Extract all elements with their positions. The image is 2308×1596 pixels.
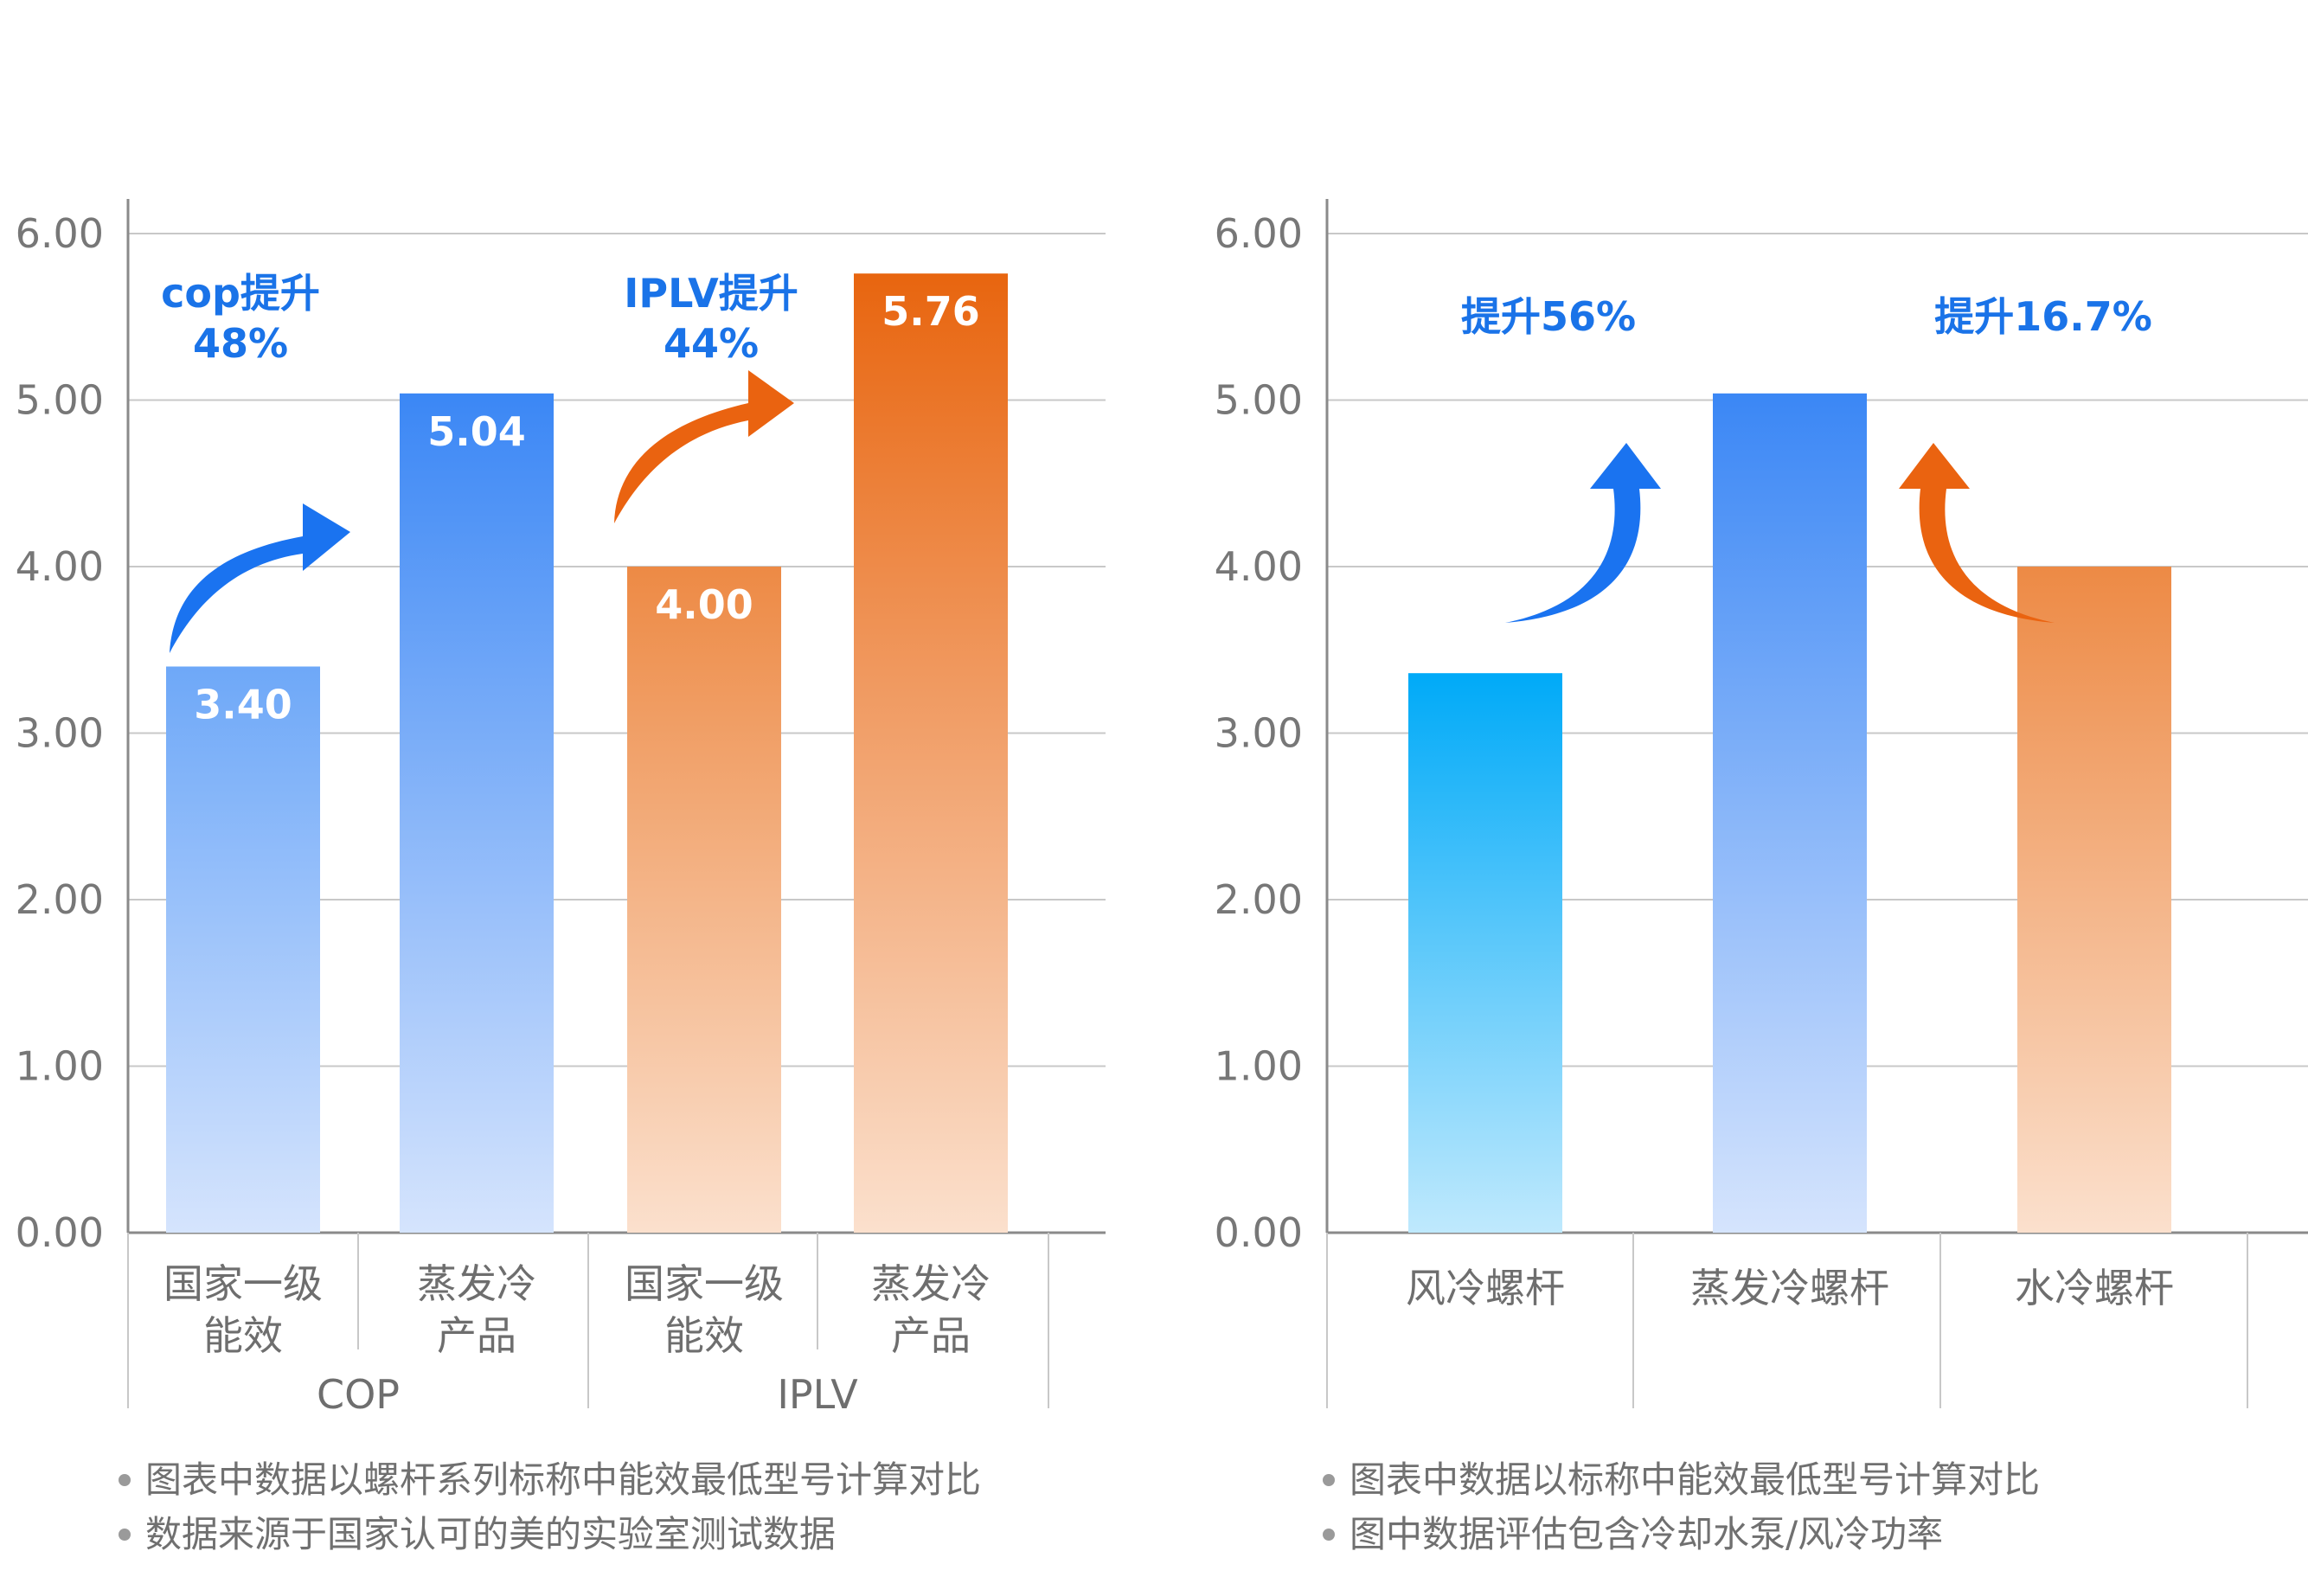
category-label: 产品 xyxy=(437,1312,516,1359)
note-bullet xyxy=(1323,1474,1335,1486)
bar-value-label: 4.00 xyxy=(655,581,753,628)
group-label-iplv: IPLV xyxy=(777,1371,858,1418)
bar-value-label: 5.04 xyxy=(427,408,526,455)
group-label-cop: COP xyxy=(317,1371,400,1418)
right-y-axis-ticks: 0.00 1.00 2.00 3.00 4.00 5.00 6.00 xyxy=(1215,210,1303,1256)
bar-right-0 xyxy=(1408,673,1562,1233)
category-label: 能效 xyxy=(203,1312,283,1359)
category-label: 产品 xyxy=(891,1312,971,1359)
left-tick-label: 5.00 xyxy=(16,377,104,424)
arrow-blue-icon xyxy=(170,503,350,653)
left-tick-label: 4.00 xyxy=(16,543,104,590)
bar-right-1 xyxy=(1713,393,1867,1233)
right-x-axis: 风冷螺杆 蒸发冷螺杆 水冷螺杆 xyxy=(1326,1233,2248,1408)
bar-right-2 xyxy=(2017,567,2171,1233)
right-annotations: 提升56% 提升16.7% xyxy=(1461,293,2152,340)
annotation-56: 提升56% xyxy=(1461,293,1636,340)
right-tick-label: 4.00 xyxy=(1215,543,1303,590)
category-label: 蒸发冷 xyxy=(417,1260,536,1307)
right-tick-label: 3.00 xyxy=(1215,710,1303,757)
category-label: 蒸发冷螺杆 xyxy=(1690,1265,1889,1311)
bar-cop-1 xyxy=(400,393,554,1233)
right-tick-label: 0.00 xyxy=(1215,1209,1303,1256)
right-arrows xyxy=(1505,443,2055,623)
category-label: 能效 xyxy=(664,1312,744,1359)
right-note-1: 图表中数据以标称中能效最低型号计算对比 xyxy=(1350,1458,2040,1501)
left-note-1: 图表中数据以螺杆系列标称中能效最低型号计算对比 xyxy=(145,1458,981,1501)
left-annotations: cop提升 48% IPLV提升 44% xyxy=(161,270,798,367)
bar-iplv-1 xyxy=(854,273,1008,1234)
right-tick-label: 2.00 xyxy=(1215,876,1303,923)
annotation-iplv-line2: 44% xyxy=(664,320,759,367)
right-bars xyxy=(1408,393,2171,1233)
left-note-2: 数据来源于国家认可的美的实验室测试数据 xyxy=(145,1513,836,1555)
category-label: 国家一级 xyxy=(625,1260,784,1307)
arrow-orange-icon xyxy=(614,370,794,523)
category-label: 风冷螺杆 xyxy=(1406,1265,1565,1311)
bar-value-label: 5.76 xyxy=(882,288,980,335)
left-tick-label: 6.00 xyxy=(16,210,104,257)
note-bullet xyxy=(119,1474,131,1486)
annotation-iplv-line1: IPLV提升 xyxy=(624,270,798,317)
left-y-axis-ticks: 0.00 1.00 2.00 3.00 4.00 5.00 6.00 xyxy=(16,210,104,1256)
right-tick-label: 5.00 xyxy=(1215,377,1303,424)
category-label: 国家一级 xyxy=(163,1260,323,1307)
bar-value-label: 3.40 xyxy=(194,682,292,728)
annotation-cop-line1: cop提升 xyxy=(161,270,320,317)
left-arrows xyxy=(170,370,794,653)
right-note-2: 图中数据评估包含冷却水泵/风冷功率 xyxy=(1350,1513,1943,1555)
right-notes: 图表中数据以标称中能效最低型号计算对比 图中数据评估包含冷却水泵/风冷功率 xyxy=(1323,1458,2040,1555)
left-bars: 3.40 5.04 4.00 5.76 xyxy=(166,273,1008,1234)
annotation-16-7: 提升16.7% xyxy=(1934,293,2152,340)
note-bullet xyxy=(1323,1529,1335,1541)
category-label: 水冷螺杆 xyxy=(2015,1265,2174,1311)
left-tick-label: 3.00 xyxy=(16,710,104,757)
bar-cop-0 xyxy=(166,666,320,1233)
left-tick-label: 0.00 xyxy=(16,1209,104,1256)
bar-iplv-0 xyxy=(627,567,781,1233)
note-bullet xyxy=(119,1529,131,1541)
category-label: 蒸发冷 xyxy=(871,1260,991,1307)
arrow-up-orange-icon xyxy=(1899,443,2055,623)
right-tick-label: 6.00 xyxy=(1215,210,1303,257)
left-tick-label: 1.00 xyxy=(16,1043,104,1090)
left-notes: 图表中数据以螺杆系列标称中能效最低型号计算对比 数据来源于国家认可的美的实验室测… xyxy=(119,1458,981,1555)
right-tick-label: 1.00 xyxy=(1215,1043,1303,1090)
left-tick-label: 2.00 xyxy=(16,876,104,923)
arrow-up-blue-icon xyxy=(1505,443,1661,623)
annotation-cop-line2: 48% xyxy=(193,320,288,367)
